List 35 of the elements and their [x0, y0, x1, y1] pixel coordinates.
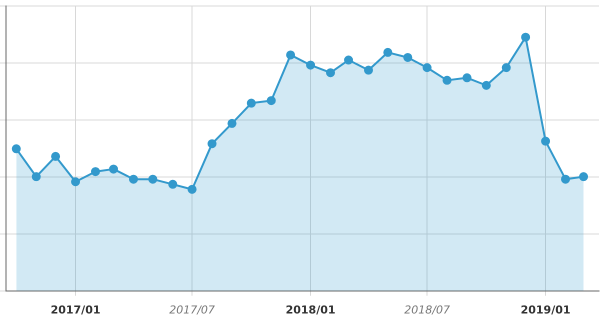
point — [579, 172, 588, 182]
point — [12, 144, 21, 154]
point — [482, 80, 491, 90]
point — [344, 56, 354, 65]
point — [442, 76, 452, 85]
point — [364, 66, 373, 75]
point — [148, 174, 158, 184]
point — [109, 164, 118, 174]
x-tick-label: 2018/07 — [404, 303, 450, 316]
point — [306, 60, 316, 70]
point — [227, 118, 236, 128]
point — [462, 73, 472, 82]
point — [208, 139, 217, 148]
point — [286, 50, 296, 60]
point — [91, 167, 100, 176]
point — [188, 184, 197, 194]
point — [541, 136, 550, 146]
point — [168, 180, 178, 189]
point — [71, 177, 80, 186]
point — [51, 152, 60, 161]
point — [403, 52, 412, 62]
point — [521, 32, 530, 42]
point — [246, 98, 256, 108]
point — [383, 48, 392, 57]
point — [561, 174, 570, 184]
point — [128, 174, 138, 184]
x-tick-label: 2018/01 — [286, 303, 336, 316]
x-tick-label: 2017/07 — [169, 303, 215, 316]
point — [502, 63, 511, 72]
point — [326, 68, 336, 78]
x-tick-label: 2019/01 — [520, 303, 571, 316]
point — [32, 172, 41, 182]
point — [422, 63, 432, 72]
x-tick-label: 2017/01 — [50, 303, 101, 316]
point — [266, 96, 276, 106]
